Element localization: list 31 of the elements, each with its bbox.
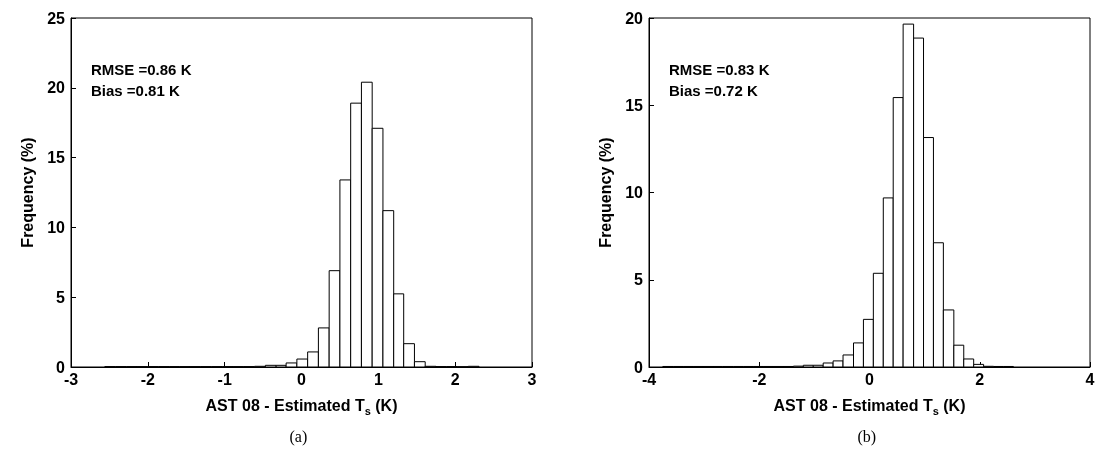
- annotation: RMSE =0.83 K: [669, 61, 770, 78]
- x-tick-label: -2: [752, 370, 767, 388]
- text: (a): [289, 427, 308, 446]
- y-axis-title: Frequency (%): [18, 137, 36, 248]
- y-tick-label: 0: [634, 358, 644, 376]
- x-tick-label: 3: [527, 370, 537, 388]
- y-tick-label: 10: [47, 218, 66, 236]
- x-tick-label: 2: [975, 370, 985, 388]
- y-tick-label: 5: [56, 288, 66, 306]
- y-tick-label: 0: [56, 358, 66, 376]
- x-tick-label: -3: [63, 370, 79, 388]
- y-tick-label: 20: [625, 9, 644, 27]
- x-tick-label: -4: [641, 370, 657, 388]
- x-tick-label: 0: [297, 370, 307, 388]
- annotation: Bias =0.72 K: [669, 82, 758, 99]
- y-tick-label: 25: [47, 9, 66, 27]
- y-tick-label: 15: [47, 149, 66, 167]
- x-tick-label: -1: [217, 370, 232, 388]
- y-axis-title: Frequency (%): [596, 137, 614, 248]
- annotation: Bias =0.81 K: [91, 82, 180, 99]
- x-tick-label: 1: [373, 370, 383, 388]
- x-tick-label: -2: [140, 370, 156, 388]
- x-tick-label: 2: [450, 370, 460, 388]
- y-tick-label: 15: [625, 96, 644, 114]
- y-tick-label: 10: [625, 184, 644, 201]
- y-tick-label: 5: [634, 271, 644, 289]
- x-tick-label: 4: [1085, 370, 1095, 388]
- x-tick-label: 0: [865, 370, 875, 388]
- y-tick-label: 20: [47, 79, 66, 97]
- text: (b): [857, 427, 877, 446]
- annotation: RMSE =0.86 K: [91, 61, 192, 78]
